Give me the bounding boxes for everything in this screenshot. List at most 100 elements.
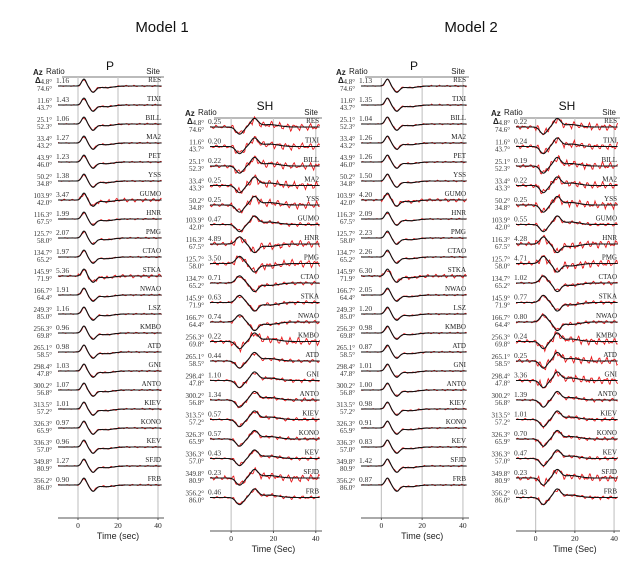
synthetic-trace [361,154,467,169]
synthetic-trace [361,306,467,321]
distance-label: 58.5° [37,351,52,359]
distance-label: 64.4° [340,294,355,302]
ratio-label: 1.20 [359,304,372,313]
azimuth-label: 43.9° [340,154,355,162]
ratio-header: Ratio [46,67,65,76]
azimuth-label: 298.4° [491,373,510,381]
observed-trace [515,193,618,214]
synthetic-trace [361,116,467,131]
ratio-label: 0.23 [208,468,221,477]
ratio-label: 1.23 [56,152,69,161]
delta-header: Δ [338,76,344,85]
site-label: NWAO [298,312,319,320]
synthetic-trace [210,137,320,155]
distance-label: 52.3° [189,165,204,173]
ratio-label: 1.00 [359,380,372,389]
panel-title: P [410,59,418,73]
ratio-label: 2.07 [56,228,69,237]
azimuth-label: 265.1° [185,353,204,361]
site-label: KIEV [600,410,617,418]
site-label: YSS [306,195,319,203]
distance-label: 47.8° [340,370,355,378]
azimuth-label: 300.2° [491,392,510,400]
ratio-label: 1.06 [56,114,69,123]
ratio-label: 0.98 [359,323,372,332]
site-label: MA2 [304,176,319,184]
synthetic-trace [210,156,320,174]
distance-label: 56.8° [189,399,204,407]
distance-label: 65.2° [189,282,204,290]
site-label: KIEV [449,399,466,407]
site-header: Site [451,67,465,76]
synthetic-trace [58,230,162,245]
distance-label: 80.9° [340,465,355,473]
ratio-label: 0.63 [208,293,221,302]
azimuth-label: 166.7° [491,314,510,322]
synthetic-trace [516,255,618,273]
azimuth-label: 313.5° [33,401,52,409]
azimuth-label: 166.7° [33,287,52,295]
site-label: STKA [301,293,319,301]
azimuth-label: 33.4° [495,178,510,186]
distance-label: 42.0° [495,224,510,232]
synthetic-trace [361,382,467,397]
azimuth-label: 336.3° [491,451,510,459]
x-axis-label: Time (sec) [97,531,139,541]
azimuth-label: 11.6° [189,139,204,147]
azimuth-label: 103.9° [336,192,355,200]
ratio-label: 0.25 [208,117,221,126]
site-label: BILL [601,156,617,164]
synthetic-trace [516,488,618,506]
ratio-label: 1.91 [56,285,69,294]
azimuth-label: 25.1° [340,116,355,124]
distance-label: 65.9° [37,427,52,435]
azimuth-label: 166.7° [336,287,355,295]
synthetic-trace [210,176,320,194]
synthetic-trace [516,468,618,486]
azimuth-label: 43.9° [37,154,52,162]
site-label: NWAO [596,312,617,320]
site-label: CTAO [301,273,320,281]
distance-label: 64.4° [37,294,52,302]
distance-label: 47.8° [37,370,52,378]
x-axis-label: Time (Sec) [553,544,597,554]
azimuth-label: 298.4° [185,373,204,381]
synthetic-trace [361,135,467,150]
synthetic-trace [210,371,320,389]
azimuth-label: 125.7° [33,230,52,238]
distance-label: 64.4° [189,321,204,329]
observed-trace [209,487,320,505]
ratio-label: 2.23 [359,228,372,237]
azimuth-label: 336.3° [336,439,355,447]
site-label: YSS [453,171,466,179]
ratio-label: 0.74 [208,312,221,321]
ratio-label: 5.36 [56,266,69,275]
ratio-label: 1.26 [359,133,372,142]
observed-trace [57,344,162,359]
site-label: ATD [452,342,466,350]
site-label: KMBO [298,332,319,340]
site-label: KMBO [140,323,161,331]
distance-label: 65.2° [340,256,355,264]
synthetic-trace [361,287,467,302]
site-label: GUMO [298,215,319,223]
azimuth-label: 298.4° [33,363,52,371]
synthetic-trace [516,176,618,194]
x-tick-label: 0 [380,521,384,530]
delta-header: Δ [35,76,41,85]
ratio-label: 0.91 [359,418,372,427]
distance-label: 57.0° [340,446,355,454]
site-label: KONO [299,429,319,437]
synthetic-trace [361,249,467,264]
azimuth-label: 300.2° [336,382,355,390]
synthetic-trace [58,135,162,150]
site-label: MA2 [602,176,617,184]
site-label: ANTO [598,390,617,398]
synthetic-trace [210,410,320,428]
site-label: KIEV [144,399,161,407]
ratio-label: 0.24 [514,332,527,341]
site-label: FRB [306,488,320,496]
ratio-label: 0.25 [514,351,527,360]
distance-label: 71.9° [189,302,204,310]
azimuth-label: 11.6° [340,97,355,105]
